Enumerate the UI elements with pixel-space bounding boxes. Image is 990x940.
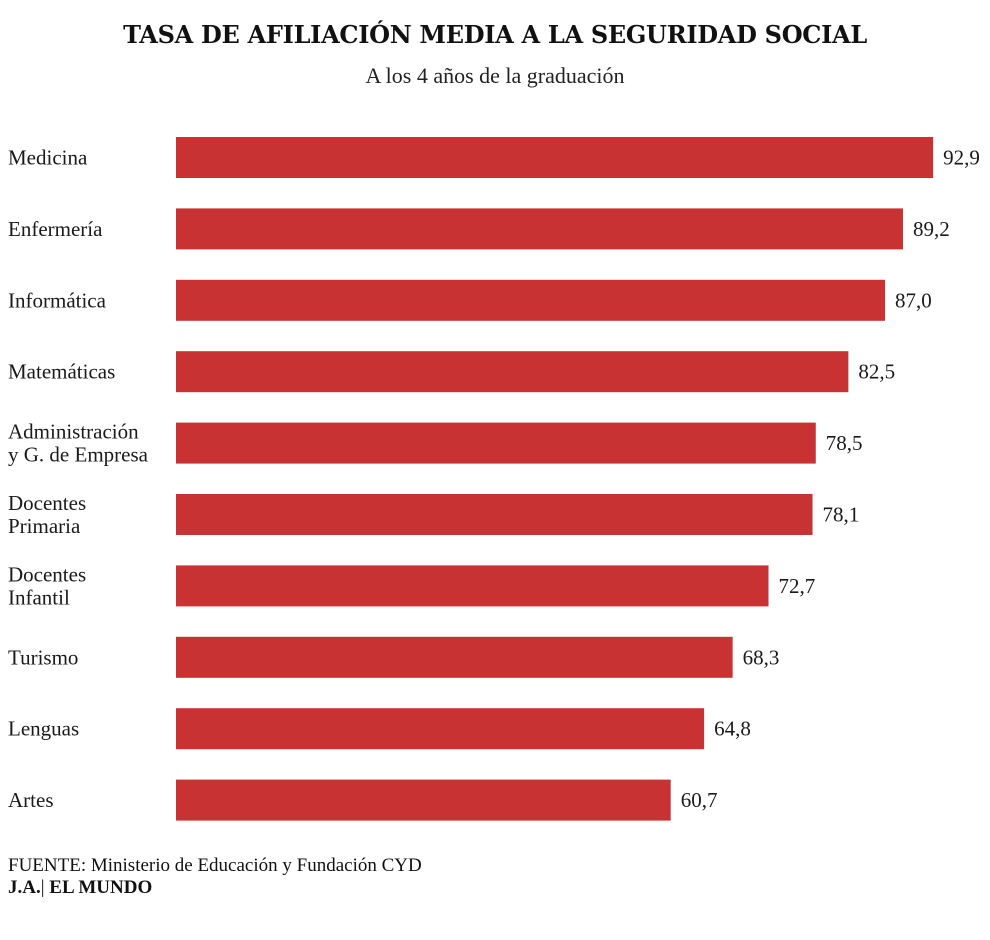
credit-outlet: EL MUNDO [44, 877, 153, 898]
category-label-line: Administración [8, 420, 139, 444]
value-label-2: 87,0 [895, 288, 932, 312]
category-label-line: Infantil [8, 585, 70, 609]
category-label-0: Medicina [8, 146, 88, 170]
bar-9 [176, 779, 671, 821]
value-label-1: 89,2 [913, 217, 950, 241]
bar-8 [176, 708, 705, 750]
category-label-1: Enfermería [8, 217, 103, 241]
category-label-9: Artes [8, 788, 54, 812]
value-label-3: 82,5 [858, 360, 895, 384]
category-label-line: Primaria [8, 514, 81, 538]
category-label-5: Docentes Primaria [8, 491, 86, 538]
value-label-6: 72,7 [779, 574, 816, 598]
value-label-5: 78,1 [823, 503, 860, 527]
value-label-4: 78,5 [826, 431, 863, 455]
value-label-9: 60,7 [681, 788, 718, 812]
source-text: Ministerio de Educación y Fundación CYD [86, 855, 422, 876]
category-label-6: Docentes Infantil [8, 562, 86, 609]
bar-2 [176, 279, 886, 321]
value-label-7: 68,3 [743, 645, 780, 669]
category-label-line: Docentes [8, 562, 86, 586]
chart-subtitle: A los 4 años de la graduación [365, 63, 625, 88]
bar-1 [176, 208, 903, 250]
bar-4 [176, 422, 816, 464]
credit-separator: | [40, 877, 45, 898]
credit-author: J.A. [8, 877, 41, 898]
chart-title: TASA DE AFILIACIÓN MEDIA A LA SEGURIDAD … [123, 20, 867, 49]
category-label-line: Docentes [8, 491, 86, 515]
category-label-2: Informática [8, 288, 107, 312]
category-label-8: Lenguas [8, 717, 79, 741]
value-label-8: 64,8 [714, 717, 751, 741]
bar-5 [176, 494, 813, 535]
category-label-3: Matemáticas [8, 360, 115, 384]
category-label-line: y G. de Empresa [8, 443, 149, 467]
category-label-7: Turismo [8, 645, 78, 669]
chart-footer: FUENTE: Ministerio de Educación y Fundac… [8, 855, 422, 899]
source-note: FUENTE: Ministerio de Educación y Fundac… [8, 855, 422, 877]
bar-3 [176, 351, 849, 393]
bar-6 [176, 565, 769, 607]
bar-0 [176, 137, 934, 178]
value-label-0: 92,9 [943, 146, 980, 170]
source-label: FUENTE: [8, 855, 87, 876]
bar-chart: 92,9 Medicina 89,2 Enfermería 87,0 Informátic… [8, 137, 980, 821]
credit-line: J.A.| EL MUNDO [8, 877, 422, 899]
bar-7 [176, 636, 733, 678]
category-label-4: Administración y G. de Empresa [8, 420, 149, 467]
